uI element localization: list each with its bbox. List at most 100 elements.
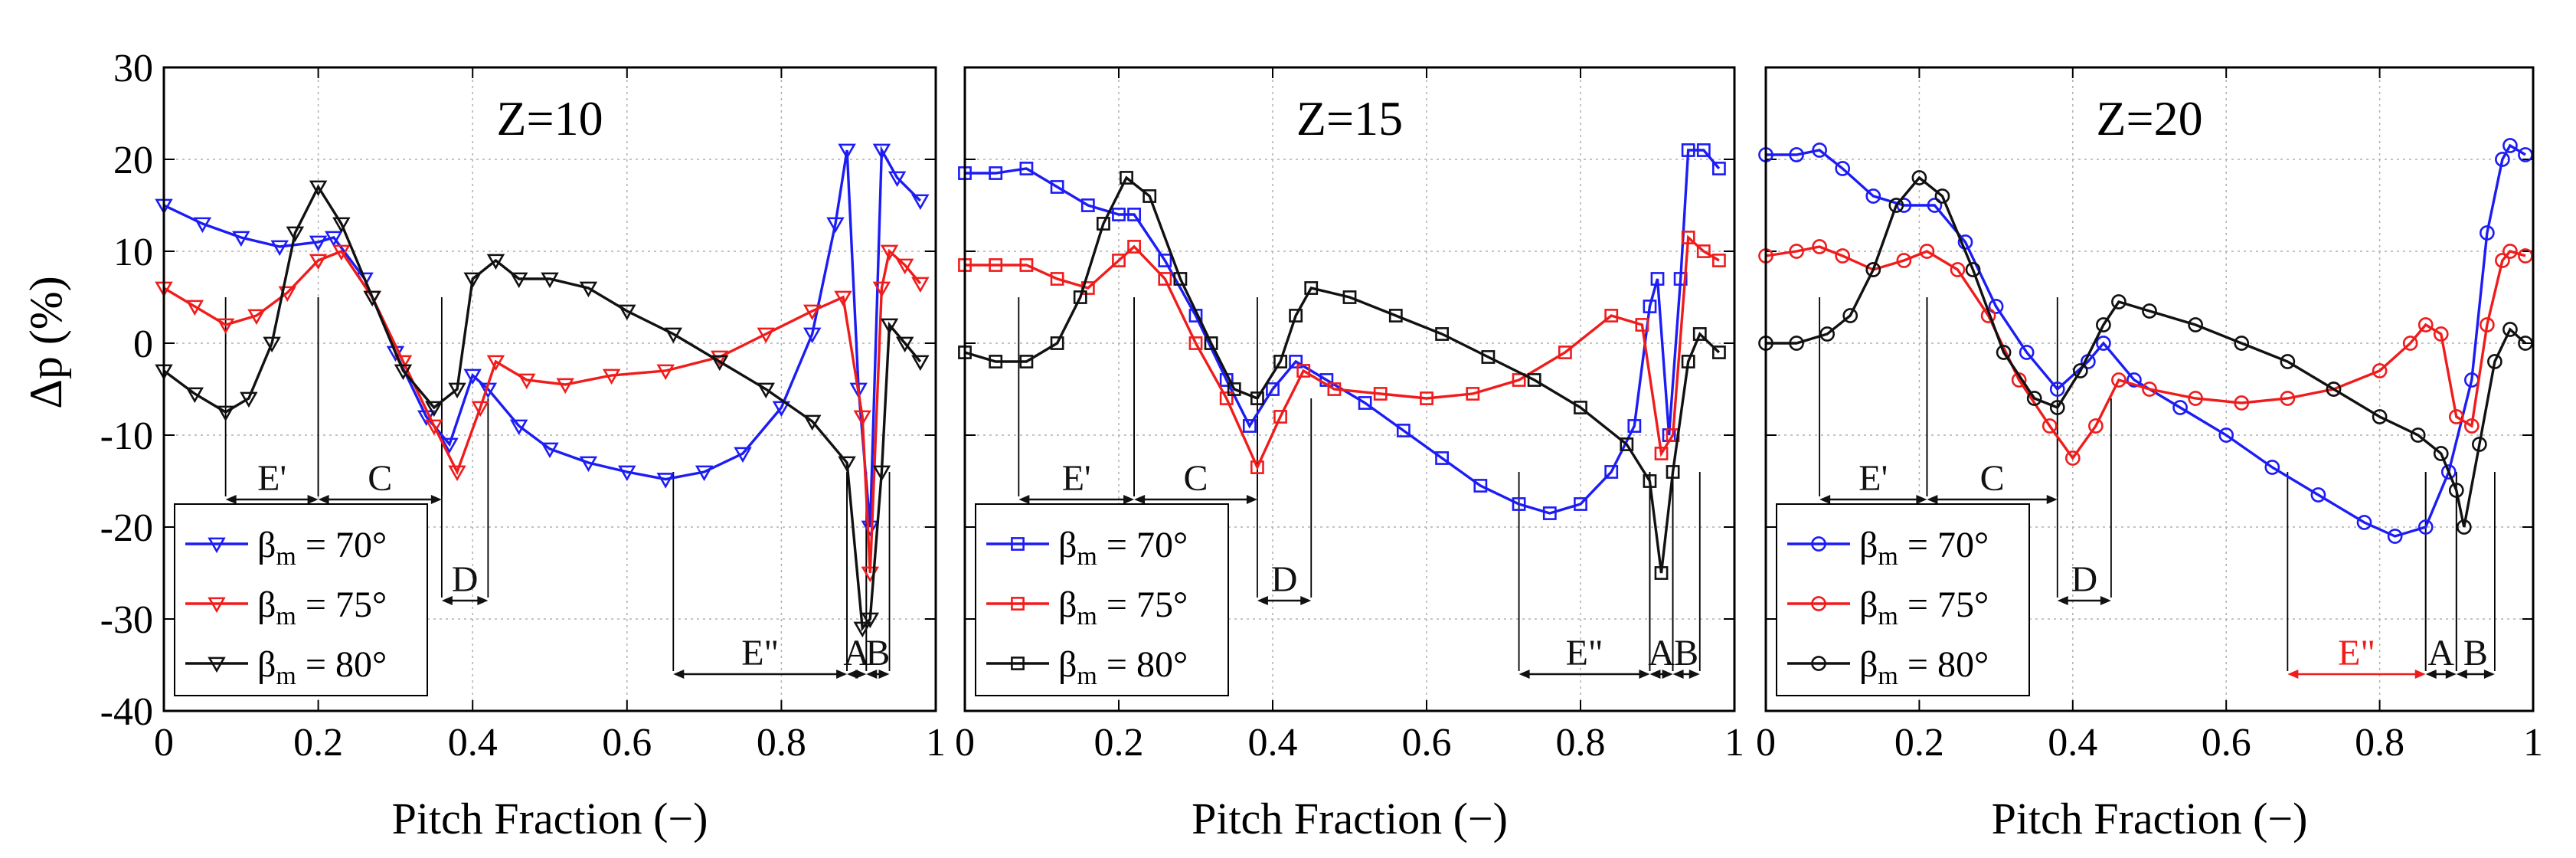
data-point <box>2019 345 2035 360</box>
annotation-arrowhead <box>1916 495 1927 504</box>
annotation-arrowhead <box>2425 670 2437 679</box>
plot-frame <box>1764 66 2535 712</box>
y-tick-label: 0 <box>133 323 153 366</box>
annotation-label-5: B <box>865 633 890 673</box>
data-point <box>772 401 791 418</box>
data-point <box>2502 138 2518 153</box>
data-point <box>1250 460 1264 474</box>
annotation-arrowhead <box>1123 495 1135 504</box>
panel-title: Z=20 <box>2096 91 2202 146</box>
data-point <box>332 244 351 261</box>
data-point <box>849 382 868 399</box>
data-point <box>2096 317 2111 332</box>
annotation-arrowhead <box>1639 670 1650 679</box>
data-point <box>1681 231 1695 244</box>
data-point <box>1019 355 1034 368</box>
data-point <box>1965 262 1981 277</box>
data-point <box>911 355 930 372</box>
data-point <box>911 277 930 293</box>
data-point <box>2495 152 2510 167</box>
legend-beta: β <box>1859 644 1878 685</box>
data-point <box>332 217 351 234</box>
data-point <box>1696 143 1711 157</box>
legend-value: = 75° <box>1097 585 1188 625</box>
data-point <box>1219 391 1234 405</box>
data-point <box>2495 253 2510 268</box>
data-point <box>872 465 891 482</box>
data-point <box>556 378 574 395</box>
data-point <box>1950 262 1966 277</box>
data-point <box>2487 354 2502 369</box>
legend-entry-2: βm = 80° <box>1058 644 1188 690</box>
data-point <box>541 442 559 459</box>
data-point <box>1812 142 1827 158</box>
data-point <box>1120 171 1133 185</box>
data-point <box>861 612 880 629</box>
series-line-0 <box>1766 143 2526 538</box>
series-line-1 <box>965 234 1720 471</box>
data-point <box>463 272 482 289</box>
data-point <box>853 410 871 427</box>
data-point <box>2433 326 2449 342</box>
data-point <box>872 281 891 298</box>
data-point <box>711 355 729 372</box>
annotation-label-0: E' <box>1858 458 1888 499</box>
data-point <box>2280 391 2296 406</box>
annotation-arrowhead <box>1649 670 1661 679</box>
annotation-arrowhead <box>2414 670 2426 679</box>
data-point <box>2440 464 2457 480</box>
data-point <box>1812 239 1827 254</box>
legend-value: = 70° <box>1097 525 1188 565</box>
data-point <box>2142 303 2157 319</box>
series-2 <box>958 171 1726 580</box>
data-point <box>1604 465 1619 479</box>
legend-sub: m <box>1878 662 1898 690</box>
data-point <box>872 143 891 160</box>
data-point <box>1396 424 1411 437</box>
plot-frame <box>162 66 937 712</box>
legend-entry-0: βm = 70° <box>1859 525 1989 571</box>
x-tick-label: 0.8 <box>757 721 806 765</box>
x-tick-label: 0.4 <box>1248 721 1298 765</box>
data-point <box>1050 336 1064 350</box>
annotation-arrowhead <box>1300 596 1312 605</box>
data-point <box>1919 244 1935 259</box>
data-point <box>1865 188 1881 204</box>
annotation-label-4: A <box>2427 633 2454 673</box>
data-point <box>286 226 305 243</box>
data-point <box>1327 382 1342 396</box>
data-point <box>1888 198 1904 213</box>
data-point <box>2064 450 2081 466</box>
annotation-arrowhead <box>1672 670 1684 679</box>
data-point <box>2502 244 2518 259</box>
data-point <box>2088 418 2104 434</box>
data-point <box>1512 373 1526 387</box>
legend-entry-1: βm = 75° <box>257 585 387 630</box>
data-point <box>1050 272 1064 286</box>
data-point <box>1080 198 1095 212</box>
x-tick-label: 0 <box>1756 721 1776 765</box>
annotation-label-1: C <box>1980 458 2005 499</box>
data-point <box>1654 566 1669 580</box>
annotation-arrowhead <box>1688 670 1700 679</box>
data-point <box>2234 336 2250 351</box>
data-point <box>1896 253 1912 268</box>
legend-marker <box>1011 597 1025 611</box>
annotation-arrowhead <box>847 670 858 679</box>
data-point <box>2042 418 2058 434</box>
data-point <box>1627 419 1642 433</box>
data-point <box>2448 409 2464 424</box>
data-point <box>309 254 328 270</box>
data-point <box>1835 161 1851 176</box>
y-tick-label: -40 <box>100 690 153 734</box>
data-point <box>1635 318 1649 332</box>
data-point <box>1158 254 1172 267</box>
data-point <box>2310 487 2326 503</box>
data-point <box>880 244 899 261</box>
y-tick-label: 30 <box>113 47 153 90</box>
legend-sub: m <box>1077 602 1097 630</box>
legend-beta: β <box>257 585 276 625</box>
x-tick-label: 0.8 <box>2355 721 2404 765</box>
data-point <box>2463 418 2480 434</box>
data-point <box>518 373 536 390</box>
